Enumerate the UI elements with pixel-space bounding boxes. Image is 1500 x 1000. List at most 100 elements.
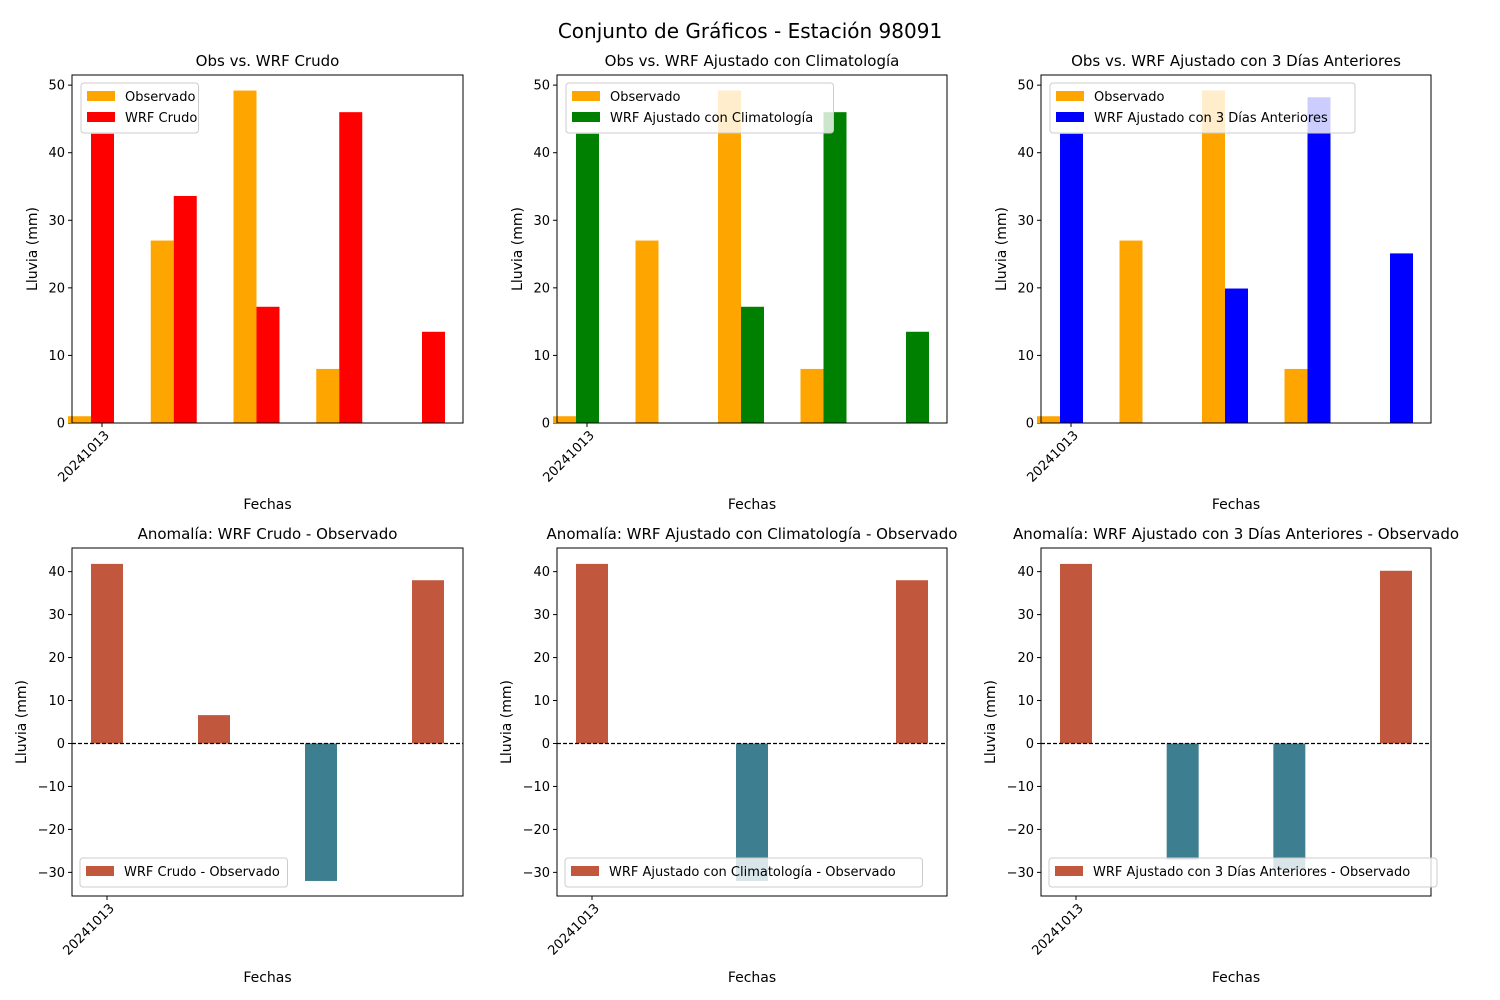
y-tick-label: −10: [38, 780, 65, 795]
y-tick-label: −10: [523, 780, 550, 795]
axes-frame: [1040, 74, 1432, 424]
y-tick-label: 50: [48, 79, 65, 94]
y-tick-label: 50: [533, 79, 550, 94]
legend: WRF Crudo - Observado: [79, 857, 288, 888]
y-tick-label: −20: [38, 823, 65, 838]
y-tick-label: −30: [38, 866, 65, 881]
y-tick-label: 20: [533, 281, 550, 296]
y-tick-label: 40: [48, 565, 65, 580]
anomaly-bar: [576, 563, 608, 744]
y-tick-label: 20: [1017, 651, 1034, 666]
bar: [1284, 368, 1308, 423]
x-tick-label: 20241013: [545, 901, 602, 958]
x-axis-label: Fechas: [728, 497, 776, 513]
y-axis-label: Lluvia (mm): [14, 680, 30, 764]
x-tick-label: 20241013: [55, 428, 112, 485]
y-tick-label: 40: [1017, 565, 1034, 580]
chart-panel-6: Anomalía: WRF Ajustado con 3 Días Anteri…: [983, 525, 1459, 986]
axes-frame: [556, 547, 948, 897]
y-tick-label: 20: [533, 651, 550, 666]
y-tick-label: −30: [523, 866, 550, 881]
y-axis-label: Lluvia (mm): [25, 207, 41, 291]
bar: [256, 306, 280, 423]
y-tick-label: 30: [533, 608, 550, 623]
chart-panel-3: Obs vs. WRF Ajustado con 3 Días Anterior…: [994, 52, 1432, 513]
anomaly-bar: [91, 563, 123, 744]
anomaly-bar: [412, 580, 444, 744]
y-tick-label: 30: [48, 214, 65, 229]
legend-box: [565, 82, 834, 134]
y-tick-label: 10: [1017, 694, 1034, 709]
chart-title: Obs vs. WRF Ajustado con 3 Días Anterior…: [1071, 52, 1401, 70]
chart-title: Anomalía: WRF Crudo - Observado: [138, 525, 398, 543]
y-axis-label: Lluvia (mm): [510, 207, 526, 291]
axes-frame: [71, 547, 464, 897]
y-tick-label: 30: [533, 214, 550, 229]
y-tick-label: 30: [1017, 608, 1034, 623]
y-tick-label: −10: [1007, 780, 1034, 795]
y-tick-label: 0: [57, 417, 65, 432]
y-tick-label: 30: [1017, 214, 1034, 229]
y-tick-label: 0: [1026, 737, 1034, 752]
anomaly-bar: [198, 715, 230, 744]
y-axis-label: Lluvia (mm): [994, 207, 1010, 291]
bar: [741, 306, 764, 423]
chart-panel-2: Obs vs. WRF Ajustado con Climatología 0 10…: [510, 52, 948, 513]
legend-swatch: [572, 112, 600, 122]
bar: [233, 90, 257, 423]
y-axis-label: Lluvia (mm): [983, 680, 999, 764]
x-axis-label: Fechas: [1212, 497, 1260, 513]
bar: [635, 240, 659, 423]
legend-label: Observado: [125, 90, 196, 105]
legend-label: Observado: [1094, 90, 1165, 105]
anomaly-bar: [1060, 563, 1092, 744]
legend-swatch: [571, 866, 599, 876]
x-axis-label: Fechas: [243, 970, 291, 986]
axes-frame: [71, 74, 464, 424]
legend: Observado WRF Ajustado con Climatología: [565, 82, 834, 134]
anomaly-bar: [1380, 570, 1412, 744]
legend-label: Observado: [610, 90, 681, 105]
bar: [150, 240, 174, 423]
y-tick-label: 50: [1017, 79, 1034, 94]
x-tick-label: 20241013: [60, 901, 117, 958]
bar: [316, 368, 340, 423]
y-tick-label: 40: [533, 565, 550, 580]
chart-title: Anomalía: WRF Ajustado con Climatología …: [547, 525, 958, 543]
anomaly-bar: [896, 580, 928, 744]
bar: [68, 416, 91, 423]
legend-swatch: [1055, 866, 1083, 876]
anomaly-bar: [1273, 743, 1306, 870]
legend-label: WRF Ajustado con 3 Días Anteriores - Obs…: [1093, 865, 1410, 880]
x-axis-label: Fechas: [728, 970, 776, 986]
bar: [576, 133, 599, 424]
chart-title: Obs vs. WRF Crudo: [196, 52, 340, 70]
y-tick-label: 20: [1017, 281, 1034, 296]
y-tick-label: 10: [533, 349, 550, 364]
legend-label: WRF Crudo: [125, 111, 197, 126]
y-tick-label: 20: [48, 281, 65, 296]
bar: [1202, 90, 1225, 423]
legend-swatch: [87, 91, 115, 101]
y-tick-label: −20: [1007, 823, 1034, 838]
bar: [1119, 240, 1143, 423]
y-tick-label: 0: [542, 417, 550, 432]
legend-swatch: [1056, 112, 1084, 122]
y-tick-label: 10: [533, 694, 550, 709]
x-tick-label: 20241013: [1024, 428, 1081, 485]
bar: [91, 133, 114, 424]
y-tick-label: 30: [48, 608, 65, 623]
bar: [1060, 133, 1083, 424]
legend: WRF Ajustado con Climatología - Observad…: [564, 857, 923, 888]
y-tick-label: 40: [1017, 146, 1034, 161]
y-tick-label: 0: [1026, 417, 1034, 432]
y-tick-label: 0: [542, 737, 550, 752]
y-axis-label: Lluvia (mm): [499, 680, 515, 764]
bar: [718, 90, 741, 423]
y-tick-label: 0: [57, 737, 65, 752]
axes-frame: [1040, 547, 1432, 897]
legend-label: WRF Ajustado con Climatología - Observad…: [609, 865, 896, 880]
bar: [422, 331, 445, 423]
legend-box: [79, 857, 288, 888]
